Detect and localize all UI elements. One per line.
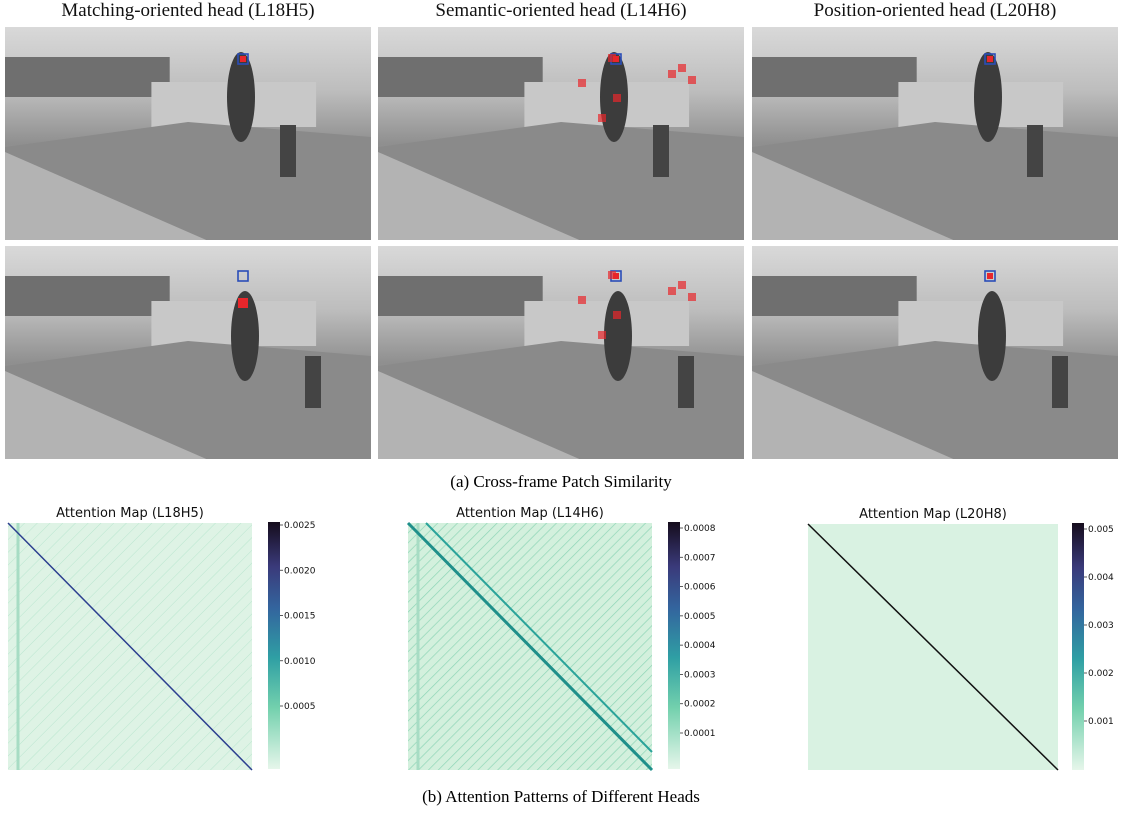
building [378, 276, 543, 316]
similar-patch [608, 271, 616, 279]
query-box [237, 270, 249, 282]
bin [305, 356, 321, 408]
heatmap-diagonal [406, 521, 654, 772]
colorbar-tick-label: 0.0002 [684, 700, 716, 710]
colorbar-tick-label: 0.003 [1088, 621, 1114, 631]
colorbar [668, 522, 680, 769]
similar-patch [668, 70, 676, 78]
colorbar-tick-label: 0.002 [1088, 669, 1114, 679]
ledge [5, 152, 207, 240]
similar-patch [678, 64, 686, 72]
similar-patch [598, 331, 606, 339]
colorbar-tick-label: 0.004 [1088, 573, 1114, 583]
caption: (a) Cross-frame Patch Similarity [450, 472, 672, 491]
similar-patch [598, 114, 606, 122]
building [5, 57, 170, 97]
person [978, 291, 1006, 381]
colorbar-tick-label: 0.0005 [684, 612, 716, 622]
colorbar-tick-label: 0.0003 [684, 670, 716, 680]
photo-grid [5, 27, 1118, 459]
bin [678, 356, 694, 408]
ledge [378, 371, 580, 459]
match-patch [987, 56, 993, 62]
colorbar [1072, 523, 1084, 770]
bin [653, 125, 669, 177]
building [752, 276, 917, 316]
building [752, 57, 917, 97]
similar-patch [578, 79, 586, 87]
person [974, 52, 1002, 142]
photo [752, 27, 1118, 240]
ledge [752, 152, 954, 240]
map-title: Attention Map (L14H6) [456, 506, 604, 521]
bin [1027, 125, 1043, 177]
query-box [984, 53, 996, 65]
map-title: Attention Map (L20H8) [859, 507, 1007, 522]
colorbar-tick-label: 0.001 [1088, 717, 1114, 727]
colorbar-tick-label: 0.0007 [684, 553, 716, 563]
photo [378, 246, 744, 459]
query-box [984, 270, 996, 282]
heatmap-diagonal [425, 522, 653, 753]
similar-patch [608, 54, 616, 62]
column-title: Position-oriented head (L20H8) [814, 0, 1057, 21]
photo [752, 246, 1118, 459]
colorbar-tick-label: 0.0001 [684, 729, 716, 739]
ledge [752, 371, 954, 459]
building [5, 276, 170, 316]
similar-patch [668, 287, 676, 295]
colorbar-tick-label: 0.0010 [284, 657, 316, 667]
match-patch [240, 56, 246, 62]
column-title: Matching-oriented head (L18H5) [61, 0, 314, 21]
person [604, 291, 632, 381]
match-patch [238, 298, 248, 308]
similar-patch [613, 94, 621, 102]
bin [1052, 356, 1068, 408]
colorbar-tick-label: 0.0006 [684, 583, 716, 593]
ledge [378, 152, 580, 240]
similar-patch [688, 293, 696, 301]
match-patch [987, 273, 993, 279]
colorbar-tick-label: 0.0015 [284, 612, 316, 622]
similar-patch [678, 281, 686, 289]
person [227, 52, 255, 142]
similar-patch [613, 311, 621, 319]
building [378, 57, 543, 97]
colorbar-tick-label: 0.0008 [684, 524, 716, 534]
heatmap-diagonal [807, 523, 1059, 771]
photo [378, 27, 744, 240]
colorbar-tick-label: 0.0005 [284, 702, 316, 712]
column-title: Semantic-oriented head (L14H6) [435, 0, 686, 21]
similar-patch [578, 296, 586, 304]
photo [5, 246, 371, 459]
bin [280, 125, 296, 177]
photo [5, 27, 371, 240]
colorbar-tick-label: 0.0020 [284, 566, 316, 576]
colorbar [268, 522, 280, 769]
map-title: Attention Map (L18H5) [56, 506, 204, 521]
colorbar-tick-label: 0.005 [1088, 525, 1114, 535]
similar-patch [688, 76, 696, 84]
heatmap-diagonal [7, 522, 253, 771]
caption: (b) Attention Patterns of Different Head… [422, 787, 700, 806]
colorbar-tick-label: 0.0004 [684, 641, 716, 651]
query-box [237, 53, 249, 65]
colorbar-tick-label: 0.0025 [284, 521, 316, 531]
person [231, 291, 259, 381]
ledge [5, 371, 207, 459]
